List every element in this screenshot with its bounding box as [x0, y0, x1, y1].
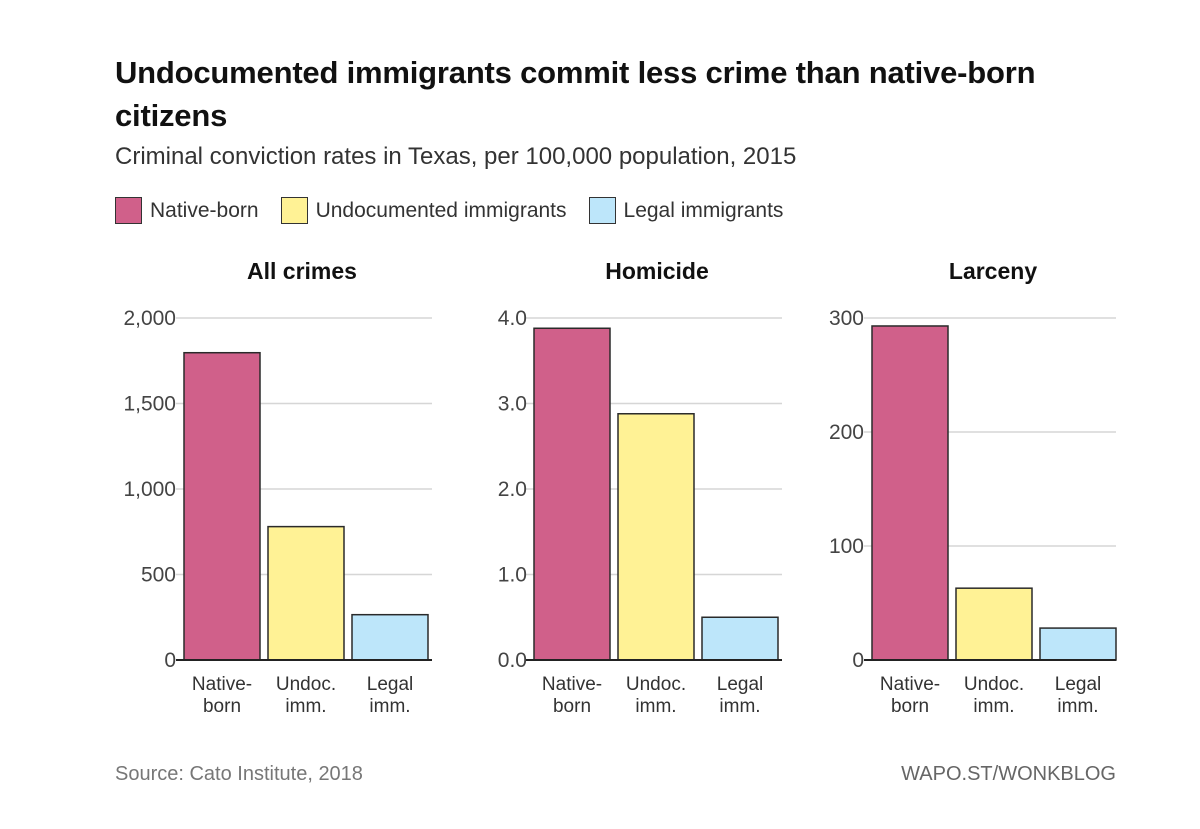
all-crimes-category-label: imm.: [369, 696, 410, 717]
chart-subtitle: Criminal conviction rates in Texas, per …: [115, 143, 797, 170]
all-crimes-category-label: born: [203, 696, 241, 717]
legend-item-legal: Legal immigrants: [588, 197, 784, 224]
larceny-category-label: Native-: [880, 674, 940, 695]
legend-swatch-undocumented: [280, 197, 308, 224]
homicide-category-label: imm.: [719, 696, 760, 717]
larceny-category-label: imm.: [973, 696, 1014, 717]
credit-note: WAPO.ST/WONKBLOG: [901, 763, 1116, 785]
homicide-ytick-label: 2.0: [498, 478, 527, 501]
all-crimes-bar-legal: [351, 613, 429, 661]
larceny-bar-legal: [1039, 627, 1117, 661]
all-crimes-ytick-label: 1,500: [123, 393, 176, 416]
legend-item-native-born: Native-born: [115, 197, 259, 224]
larceny-category-label: imm.: [1057, 696, 1098, 717]
homicide-bar-legal: [701, 616, 779, 661]
legend-item-undocumented: Undocumented immigrants: [280, 197, 567, 224]
legend-swatch-legal: [588, 197, 616, 224]
legend-label-native-born: Native-born: [150, 198, 259, 222]
larceny-panel-title: Larceny: [949, 258, 1037, 284]
homicide-bar-undocumented: [617, 413, 695, 661]
all-crimes-category-label: imm.: [285, 696, 326, 717]
homicide-category-label: Legal: [717, 674, 764, 695]
all-crimes-bar-undocumented: [267, 525, 345, 661]
all-crimes-category-label: Legal: [367, 674, 414, 695]
homicide-ytick-label: 4.0: [498, 307, 527, 330]
all-crimes-ytick-label: 2,000: [123, 307, 176, 330]
all-crimes-ytick-label: 0: [164, 649, 176, 672]
larceny-category-label: Undoc.: [964, 674, 1024, 695]
all-crimes-category-label: Undoc.: [276, 674, 336, 695]
homicide-bar-native-born: [533, 327, 611, 661]
larceny-ytick-label: 200: [829, 421, 864, 444]
homicide-category-label: imm.: [635, 696, 676, 717]
larceny-ytick-label: 300: [829, 307, 864, 330]
larceny-bar-native-born: [871, 325, 949, 661]
larceny-ytick-label: 0: [852, 649, 864, 672]
all-crimes-ytick-label: 1,000: [123, 478, 176, 501]
all-crimes-panel-title: All crimes: [247, 258, 357, 284]
homicide-ytick-label: 0.0: [498, 649, 527, 672]
larceny-category-label: born: [891, 696, 929, 717]
larceny-category-label: Legal: [1055, 674, 1102, 695]
chart-title: Undocumented immigrants commit less crim…: [115, 55, 1036, 133]
larceny-ytick-label: 100: [829, 535, 864, 558]
homicide-panel-title: Homicide: [605, 258, 709, 284]
homicide-ytick-label: 3.0: [498, 393, 527, 416]
all-crimes-ytick-label: 500: [141, 564, 176, 587]
legend-label-undocumented: Undocumented immigrants: [315, 198, 567, 222]
source-note: Source: Cato Institute, 2018: [115, 763, 363, 785]
homicide-category-label: Undoc.: [626, 674, 686, 695]
all-crimes-category-label: Native-: [192, 674, 252, 695]
homicide-category-label: Native-: [542, 674, 602, 695]
larceny-bar-undocumented: [955, 587, 1033, 661]
legend: Native-born Undocumented immigrants Lega…: [115, 197, 805, 224]
legend-swatch-native-born: [115, 197, 142, 224]
legend-label-legal: Legal immigrants: [623, 198, 784, 222]
all-crimes-bar-native-born: [183, 351, 261, 661]
homicide-category-label: born: [553, 696, 591, 717]
homicide-ytick-label: 1.0: [498, 564, 527, 587]
